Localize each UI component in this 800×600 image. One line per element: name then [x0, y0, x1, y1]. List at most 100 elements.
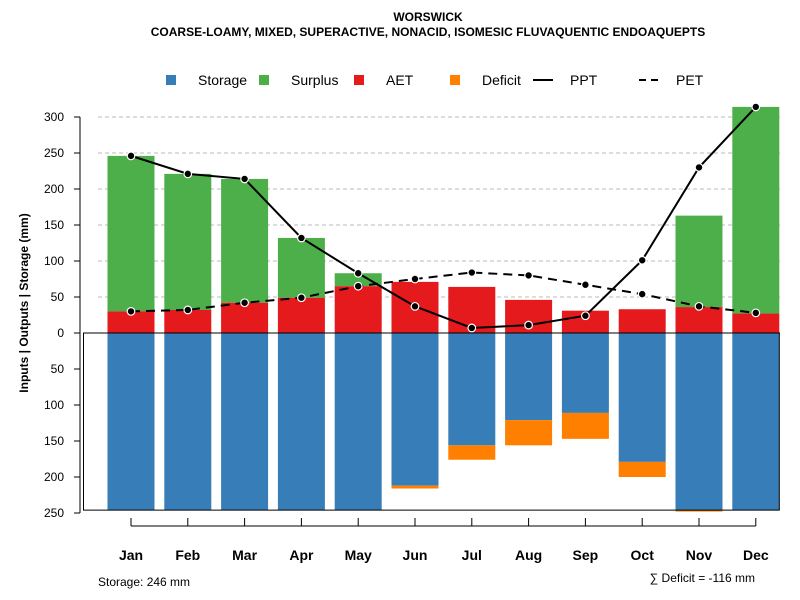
legend-label: Storage [198, 72, 247, 88]
pet-point [240, 298, 250, 308]
y-tick-label: 250 [44, 506, 64, 520]
pet-point [297, 293, 306, 303]
aet-bar [618, 309, 666, 333]
pet-point [467, 268, 477, 277]
x-tick-label: Sep [573, 547, 599, 563]
ppt-point [126, 151, 136, 161]
deficit-bar [618, 461, 666, 477]
bars [83, 106, 780, 512]
y-tick-label: 0 [57, 326, 64, 340]
storage-bar [164, 333, 212, 511]
legend-swatch [354, 75, 364, 85]
pet-point [183, 305, 193, 315]
aet-bar [732, 313, 780, 333]
y-tick-label: 100 [44, 398, 64, 412]
storage-bar [561, 333, 609, 413]
ppt-point [240, 174, 250, 184]
y-axis-label: Inputs | Outputs | Storage (mm) [17, 213, 31, 392]
storage-bar [277, 333, 325, 511]
y-tick-label: 100 [44, 254, 64, 268]
storage-bar [618, 333, 666, 462]
ppt-point [297, 233, 306, 243]
deficit-bar [561, 412, 609, 439]
storage-bar [675, 333, 723, 511]
x-tick-label: Jul [462, 547, 482, 563]
ppt-point [694, 162, 704, 172]
legend-swatch [450, 75, 460, 85]
surplus-bar [675, 215, 723, 308]
y-tick-label: 200 [44, 182, 64, 196]
ppt-point [353, 268, 363, 278]
pet-point [581, 280, 590, 290]
deficit-bar [675, 510, 723, 512]
aet-bar [277, 297, 325, 333]
aet-bar [561, 310, 609, 333]
ppt-line [130, 106, 757, 329]
surplus-bar [334, 273, 382, 287]
y-tick-label: 250 [44, 146, 64, 160]
legend-label: Deficit [482, 72, 521, 88]
ppt-point [410, 301, 420, 311]
ppt-point [637, 255, 647, 265]
legend-swatch [166, 75, 176, 85]
ppt-point [467, 323, 477, 333]
chart-title: WORSWICK [393, 10, 463, 24]
aet-bar [334, 286, 382, 333]
ppt-point [751, 102, 761, 112]
x-tick-label: May [345, 547, 372, 563]
y-tick-label: 50 [51, 290, 65, 304]
y-tick-label: 150 [44, 218, 64, 232]
storage-bar [505, 333, 553, 421]
x-tick-label: Oct [631, 547, 655, 563]
ppt-point [183, 169, 193, 179]
pet-point [524, 271, 533, 280]
aet-bar [221, 302, 269, 333]
storage-bar [334, 333, 382, 511]
x-tick-label: Dec [743, 547, 769, 563]
storage-bar [448, 333, 496, 446]
y-tick-label: 300 [44, 110, 64, 124]
deficit-bar [391, 485, 439, 489]
surplus-bar [107, 155, 155, 312]
surplus-bar [164, 173, 212, 310]
legend-label: AET [386, 72, 414, 88]
x-tick-label: Apr [289, 547, 314, 563]
pet-point [751, 308, 761, 318]
storage-bar [107, 333, 155, 511]
x-tick-label: Jan [119, 547, 143, 563]
chart-subtitle: COARSE-LOAMY, MIXED, SUPERACTIVE, NONACI… [151, 25, 705, 39]
surplus-bar [221, 178, 269, 303]
line-series [126, 102, 761, 333]
ppt-point [524, 320, 533, 330]
pet-line [130, 271, 756, 314]
x-tick-label: Aug [515, 547, 542, 563]
ppt-point [581, 311, 590, 321]
y-tick-label: 50 [51, 362, 65, 376]
y-tick-label: 200 [44, 470, 64, 484]
legend-swatch [259, 75, 269, 85]
x-tick-label: Mar [232, 547, 257, 563]
pet-point [353, 281, 363, 291]
deficit-bar [448, 445, 496, 460]
pet-point [126, 307, 136, 316]
surplus-bar [732, 106, 780, 314]
x-tick-label: Nov [686, 547, 713, 563]
storage-bar [391, 333, 439, 486]
deficit-bar [505, 420, 553, 446]
legend-label: PET [676, 72, 704, 88]
legend-label: PPT [570, 72, 598, 88]
pet-point [410, 274, 420, 284]
aet-bar [675, 307, 723, 333]
storage-annotation: Storage: 246 mm [98, 575, 190, 589]
y-tick-label: 150 [44, 434, 64, 448]
storage-bar [732, 333, 780, 511]
legend: Storage Surplus AET Deficit PPT PET [166, 72, 704, 88]
pet-point [694, 301, 704, 311]
pet-point [637, 289, 647, 299]
aet-bar [107, 311, 155, 333]
legend-label: Surplus [291, 72, 338, 88]
x-tick-label: Feb [175, 547, 200, 563]
x-tick-label: Jun [403, 547, 428, 563]
grid-lines [98, 116, 780, 298]
